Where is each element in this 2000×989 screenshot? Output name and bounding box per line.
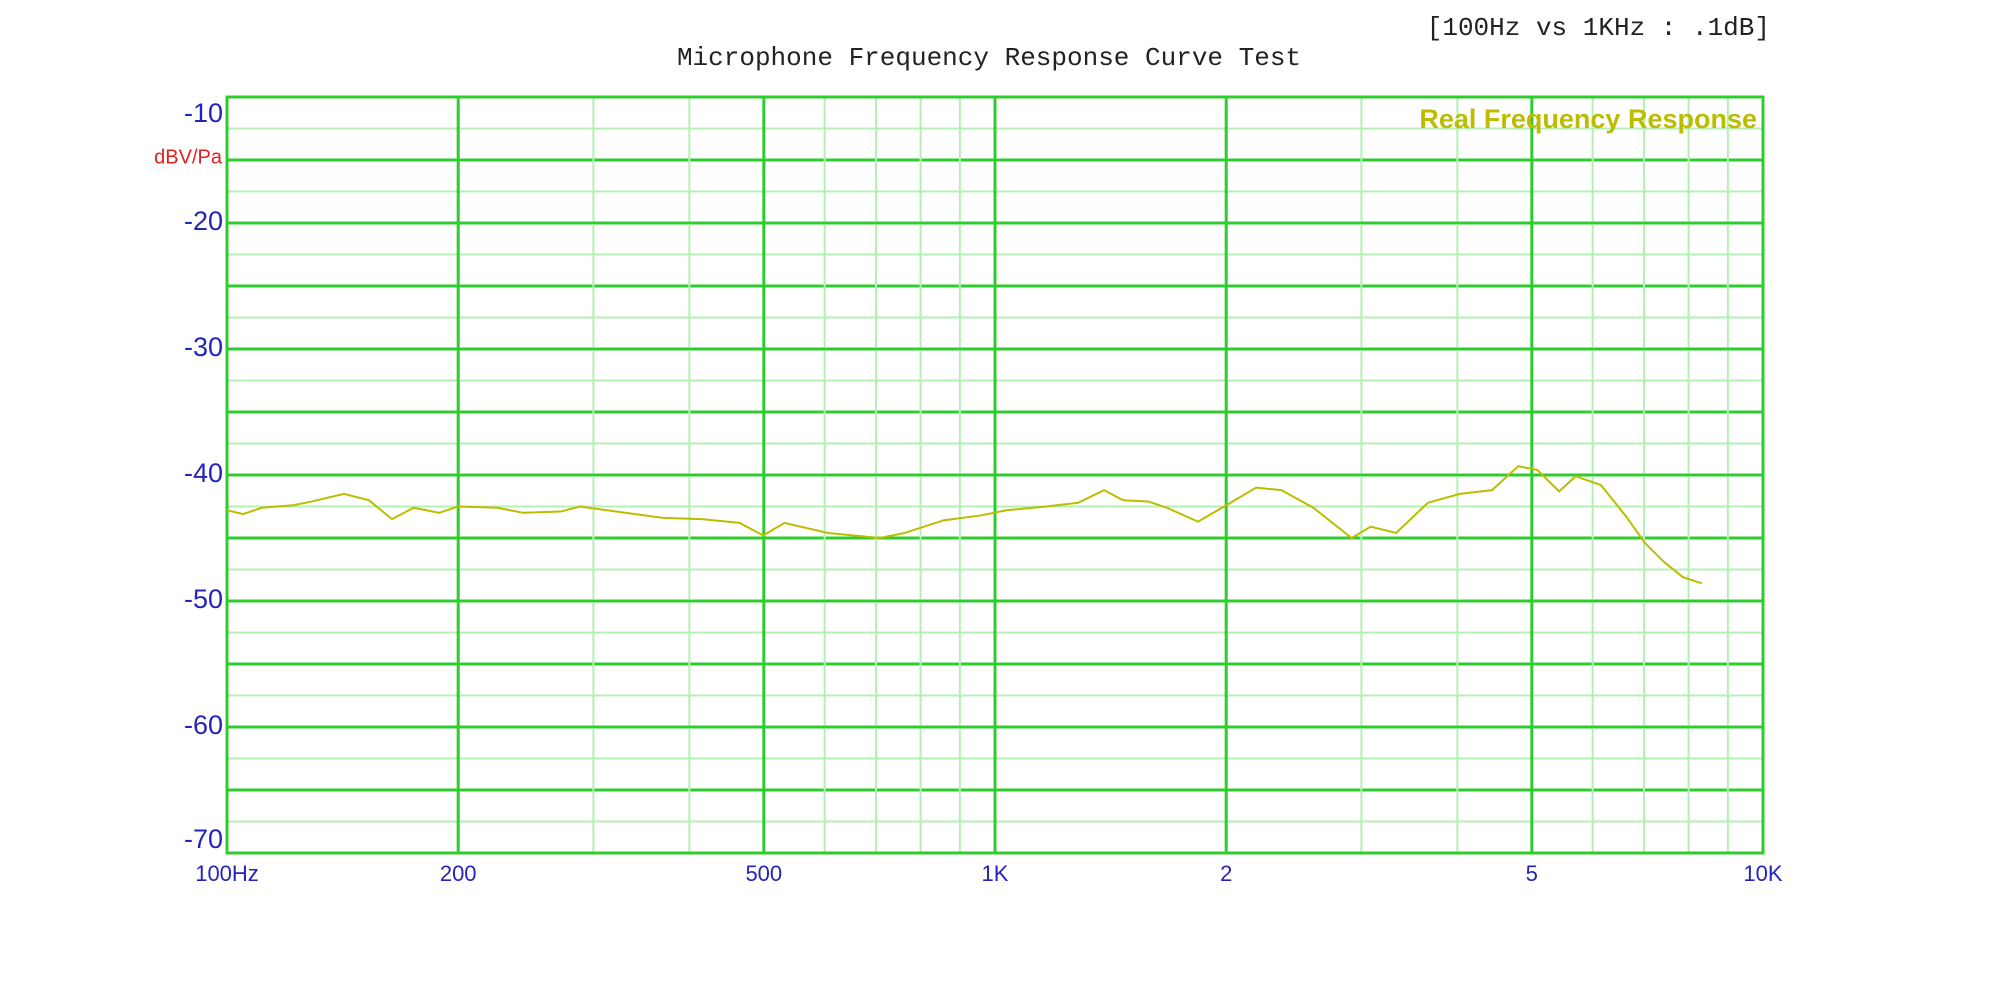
y-tick-label: -70 <box>184 824 223 854</box>
x-tick-label: 200 <box>440 861 477 886</box>
x-tick-label: 1K <box>982 861 1009 886</box>
annotation: [100Hz vs 1KHz : .1dB] <box>1427 13 1770 43</box>
x-tick-label: 100Hz <box>195 861 259 886</box>
y-tick-label: -50 <box>184 584 223 614</box>
x-tick-label: 5 <box>1526 861 1538 886</box>
x-tick-label: 10K <box>1743 861 1782 886</box>
y-tick-label: -40 <box>184 458 223 488</box>
y-tick-label: -60 <box>184 710 223 740</box>
data-line <box>226 465 1703 585</box>
chart-title: Microphone Frequency Response Curve Test <box>677 43 1301 73</box>
x-tick-label: 2 <box>1220 861 1232 886</box>
y-tick-label: -30 <box>184 332 223 362</box>
y-tick-label: -10 <box>184 98 223 128</box>
plot-border <box>225 95 1765 855</box>
legend-label: Real Frequency Response <box>1419 104 1757 134</box>
y-axis-label: dBV/Pa <box>154 146 223 168</box>
y-tick-label: -20 <box>184 206 223 236</box>
x-tick-label: 500 <box>745 861 782 886</box>
